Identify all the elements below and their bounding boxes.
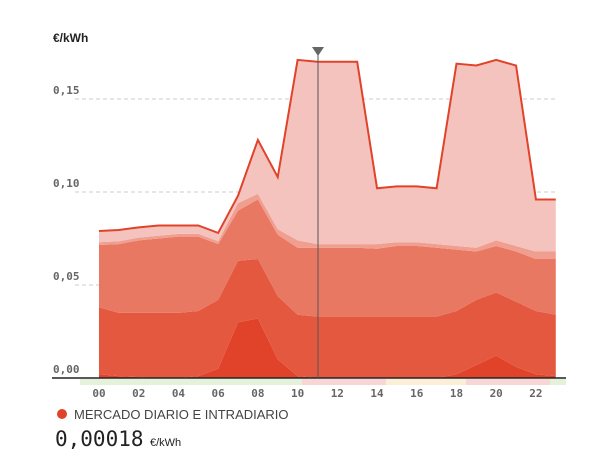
tariff-segment — [80, 379, 302, 385]
area — [99, 258, 556, 378]
x-tick-label: 22 — [529, 387, 542, 400]
readout-unit: €/kWh — [150, 437, 181, 449]
area — [99, 199, 556, 317]
x-tick-label: 18 — [450, 387, 463, 400]
x-tick-label: 00 — [92, 387, 105, 400]
tariff-segment — [302, 379, 386, 385]
area — [99, 193, 556, 259]
x-tick-label: 08 — [251, 387, 264, 400]
plot-area: 0,00 0,05 0,10 0,15 — [53, 58, 556, 378]
x-tick-label: 12 — [331, 387, 344, 400]
legend-marker — [57, 409, 67, 419]
x-tick-label: 16 — [410, 387, 424, 400]
area — [99, 59, 556, 252]
tariff-segment — [386, 379, 466, 385]
y-tick-label: 0,15 — [53, 84, 80, 97]
tariff-bar — [80, 379, 566, 385]
x-tick-label: 10 — [291, 387, 304, 400]
legend-label: MERCADO DIARIO E INTRADIARIO — [74, 407, 289, 422]
cursor-marker — [312, 47, 324, 56]
tariff-segment — [466, 379, 550, 385]
x-tick-label: 06 — [212, 387, 226, 400]
y-tick-label: 0,05 — [53, 270, 80, 283]
x-tick-label: 14 — [370, 387, 384, 400]
x-tick-label: 20 — [490, 387, 503, 400]
tariff-segment — [550, 379, 566, 385]
readout-value: 0,00018 — [55, 427, 144, 451]
y-tick-label: 0,10 — [53, 177, 80, 190]
total-line — [98, 58, 556, 235]
x-tick-label: 04 — [172, 387, 186, 400]
y-tick-label: 0,00 — [53, 363, 80, 376]
y-axis-label: €/kWh — [53, 31, 88, 45]
x-tick-label: 02 — [132, 387, 145, 400]
area — [99, 318, 556, 378]
